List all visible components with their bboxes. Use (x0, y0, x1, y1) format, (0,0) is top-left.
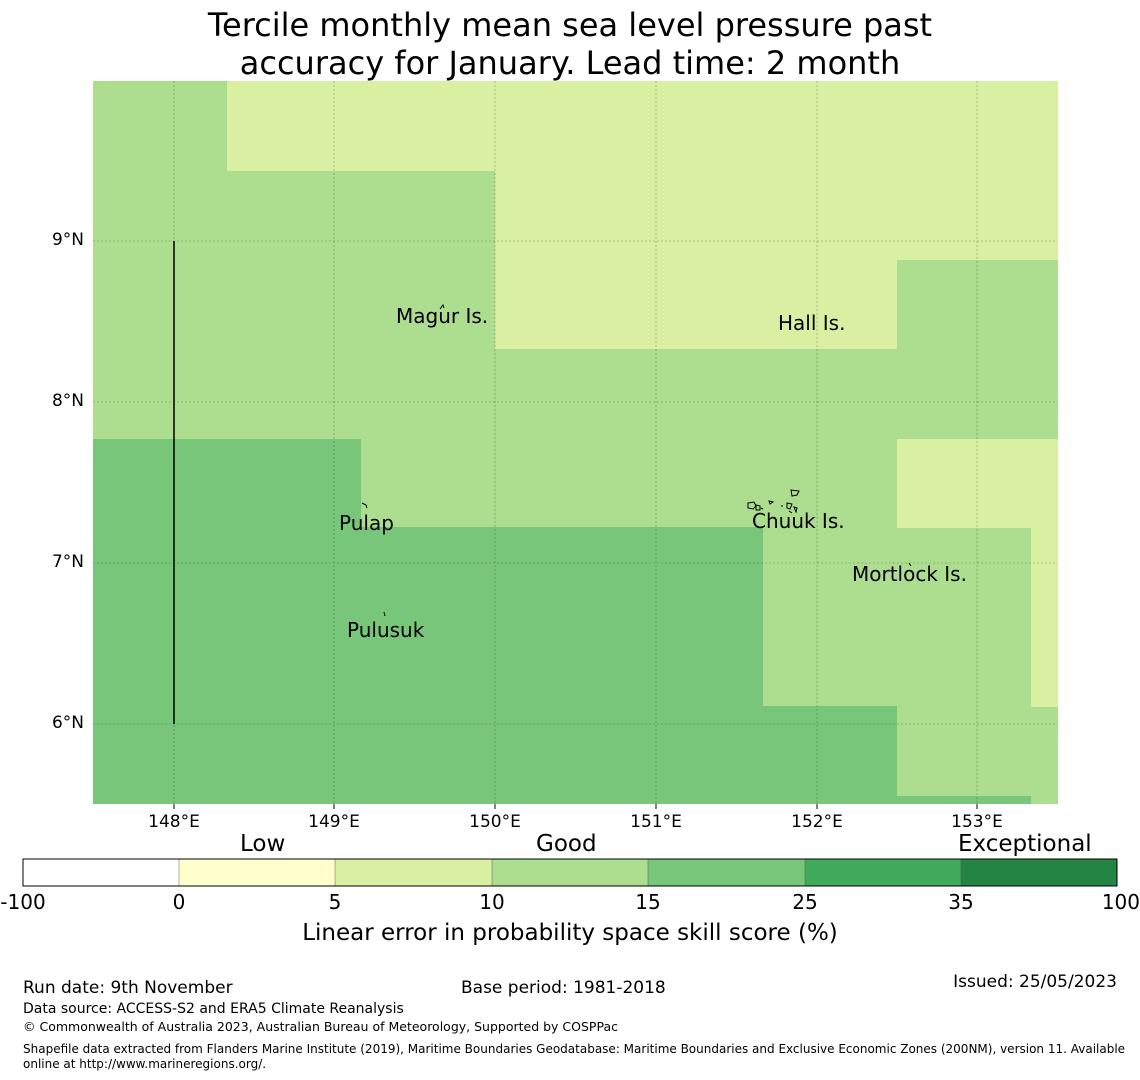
colorbar-tick: -100 (0, 890, 46, 914)
title-line-2: accuracy for January. Lead time: 2 month (239, 44, 901, 82)
colorbar-tick: 25 (792, 890, 818, 914)
place-label-magur: Magur Is. (396, 304, 489, 328)
colorbar-segment (805, 859, 961, 886)
colorbar-tick: 5 (328, 890, 342, 914)
lon-label-151e: 151°E (630, 812, 682, 832)
colorbar-category-good: Good (536, 831, 597, 857)
colorbar-segment (648, 859, 805, 886)
colorbar-segment (335, 859, 492, 886)
lat-label-7n: 7°N (51, 552, 84, 572)
island-outlines (361, 303, 912, 617)
lat-label-8n: 8°N (51, 391, 84, 411)
data-source: Data source: ACCESS-S2 and ERA5 Climate … (23, 1001, 404, 1017)
issued-date: Issued: 25/05/2023 (953, 972, 1117, 992)
map-cell (897, 439, 1058, 528)
colorbar (22, 858, 1118, 887)
map-cell (495, 259, 897, 349)
colorbar-tick: 0 (172, 890, 186, 914)
place-label-chuuk: Chuuk Is. (752, 509, 845, 533)
shapefile-credit: Shapefile data extracted from Flanders M… (23, 1042, 1126, 1071)
lon-label-152e: 152°E (791, 812, 843, 832)
colorbar-segment (961, 859, 1117, 886)
place-label-hall: Hall Is. (778, 311, 846, 335)
colorbar-tick: 100 (1101, 890, 1140, 914)
lon-label-149e: 149°E (308, 812, 360, 832)
map-cell (93, 527, 763, 804)
colorbar-frame (22, 858, 1118, 887)
pulap-island-outline (361, 502, 368, 509)
copyright: © Commonwealth of Australia 2023, Austra… (23, 1019, 618, 1034)
lon-label-148e: 148°E (148, 812, 200, 832)
map-cell (93, 439, 361, 528)
map-cell (227, 81, 495, 171)
colorbar-segment (492, 859, 648, 886)
lon-ticks (173, 804, 978, 809)
colorbar-label: Linear error in probability space skill … (302, 920, 838, 946)
colorbar-category-exceptional: Exceptional (958, 831, 1092, 857)
mortlock-island-outline (908, 562, 912, 567)
map-cell (763, 706, 897, 804)
lat-label-6n: 6°N (51, 713, 84, 733)
title-line-1: Tercile monthly mean sea level pressure … (207, 6, 933, 44)
magur-island-outline (439, 303, 445, 310)
skill-grid-cells (93, 81, 1058, 804)
lon-label-153e: 153°E (951, 812, 1003, 832)
map-title: Tercile monthly mean sea level pressure … (0, 6, 1140, 82)
place-label-mortlock: Mortlock Is. (852, 562, 967, 586)
map-cell (1031, 527, 1058, 707)
run-date: Run date: 9th November (23, 978, 233, 998)
colorbar-tick: 10 (479, 890, 505, 914)
colorbar-segment (179, 859, 335, 886)
chuuk-lagoon-outline (747, 489, 800, 514)
base-period: Base period: 1981-2018 (461, 978, 666, 998)
colorbar-segment (23, 859, 179, 886)
colorbar-tick: 15 (635, 890, 661, 914)
colorbar-tick: 35 (948, 890, 974, 914)
place-label-pulusuk: Pulusuk (347, 618, 425, 642)
lon-label-150e: 150°E (469, 812, 521, 832)
colorbar-category-low: Low (240, 831, 286, 857)
graticule (93, 81, 1058, 804)
pulusuk-island-outline (383, 611, 386, 617)
lat-label-9n: 9°N (51, 230, 84, 250)
map-cell (495, 81, 1058, 260)
place-label-pulap: Pulap (339, 511, 394, 535)
map-cell (897, 796, 1031, 804)
